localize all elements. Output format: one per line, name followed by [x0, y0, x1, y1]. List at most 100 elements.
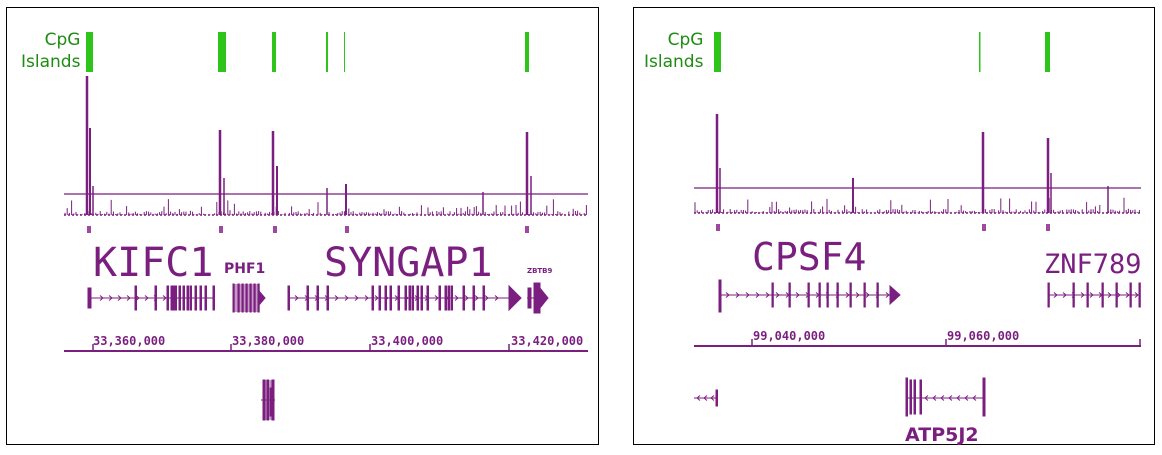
strand-arrow	[972, 395, 977, 401]
strand-arrow	[494, 295, 499, 301]
exon	[788, 282, 791, 308]
coord-label: 33,400,000	[371, 334, 443, 348]
exon	[245, 283, 248, 313]
exon	[818, 282, 821, 308]
gene-label-cpsf4: CPSF4	[752, 235, 866, 279]
strand-arrow	[940, 395, 945, 401]
strand-arrow	[696, 395, 701, 401]
cpg-island	[86, 32, 93, 72]
cpg-island	[1045, 32, 1050, 72]
exon	[232, 283, 235, 313]
peak-marker	[982, 224, 986, 231]
gene-label-znf789: ZNF789	[1044, 249, 1142, 280]
strand-arrow	[344, 295, 349, 301]
exon-cluster	[771, 282, 879, 308]
strand-arrow	[855, 292, 860, 298]
strand-arrow	[1107, 292, 1112, 298]
exon	[1115, 282, 1118, 308]
strand-arrow	[765, 292, 770, 298]
exon	[237, 283, 240, 313]
exon	[212, 285, 215, 311]
exon	[241, 283, 244, 313]
exon	[1138, 282, 1141, 308]
exon	[416, 285, 419, 311]
peak-marker	[273, 226, 277, 233]
strand-arrow	[1062, 292, 1067, 298]
exon	[527, 287, 532, 309]
strand-arrow	[710, 395, 715, 401]
coord-label: 99,040,000	[753, 329, 825, 343]
lower-gene-model	[694, 377, 986, 417]
strand-arrow	[725, 292, 730, 298]
cpg-island	[272, 32, 276, 72]
exon	[863, 282, 866, 308]
strand-arrow	[1125, 292, 1130, 298]
exon	[472, 285, 475, 311]
peak-marker	[1046, 224, 1050, 231]
exon	[1072, 282, 1075, 308]
cpg-label-line1: CpG	[667, 30, 704, 50]
exon	[199, 285, 202, 311]
coord-label: 33,380,000	[232, 334, 304, 348]
exon	[771, 282, 774, 308]
exon	[189, 285, 192, 311]
cpg-label-line2: Islands	[644, 52, 704, 72]
gene-label-syngap1: SYNGAP1	[324, 240, 493, 286]
cpg-island-track	[86, 32, 529, 72]
strand-arrow	[755, 292, 760, 298]
genome-track-panel-left: CpG Islands	[6, 7, 599, 445]
exon	[450, 285, 453, 311]
exon	[249, 283, 252, 313]
cpg-island	[979, 32, 981, 72]
track-graphics-right: CPSF4 ZNF789 ATP5J2 99,040,000 99,060,00…	[694, 32, 1142, 446]
strand-arrow	[117, 295, 122, 301]
cpg-island	[218, 32, 226, 72]
gene-end-arrow	[889, 284, 901, 306]
strand-arrow	[144, 295, 149, 301]
signal-track	[64, 76, 588, 216]
gene-label-phf1: PHF1	[224, 261, 265, 277]
strand-arrow	[795, 292, 800, 298]
strand-arrow	[294, 295, 299, 301]
exon	[404, 285, 407, 311]
cpg-island	[714, 32, 721, 72]
exon	[326, 285, 329, 311]
cpg-island-track	[714, 32, 1050, 72]
strand-arrow	[1134, 292, 1139, 298]
peak-marker	[219, 226, 223, 233]
gene-end-arrow	[258, 289, 266, 307]
exon	[836, 282, 839, 308]
exon	[1047, 282, 1050, 308]
strand-arrow	[964, 395, 969, 401]
exon	[807, 282, 810, 308]
strand-arrow	[1089, 292, 1094, 298]
exon	[172, 285, 175, 311]
strand-arrow	[126, 295, 131, 301]
exon	[316, 285, 319, 311]
exon	[253, 283, 256, 313]
exon	[1101, 282, 1104, 308]
strand-arrow	[932, 395, 937, 401]
cpg-island	[326, 32, 328, 72]
exon-cluster	[1047, 282, 1141, 308]
strand-arrow	[434, 295, 439, 301]
signal-noise	[64, 199, 587, 215]
peak-markers	[716, 224, 1050, 231]
cpg-island	[525, 32, 529, 72]
exon	[1086, 282, 1089, 308]
peak-marker	[87, 226, 91, 233]
cpg-label-line1: CpG	[44, 30, 81, 50]
track-graphics-left: KIFC1 PHF1 SYNGAP1 ZBTB9	[64, 32, 588, 421]
cpg-island	[344, 32, 345, 72]
strand-arrow	[703, 395, 708, 401]
exon	[287, 285, 290, 311]
exon	[397, 285, 400, 311]
strand-arrow	[464, 295, 469, 301]
strand-arrow	[956, 395, 961, 401]
exon	[154, 285, 157, 311]
gene-models	[87, 282, 549, 314]
exon	[389, 285, 392, 311]
cpg-islands-label: CpG Islands	[644, 29, 703, 73]
exon	[462, 285, 465, 311]
exon	[204, 285, 207, 311]
